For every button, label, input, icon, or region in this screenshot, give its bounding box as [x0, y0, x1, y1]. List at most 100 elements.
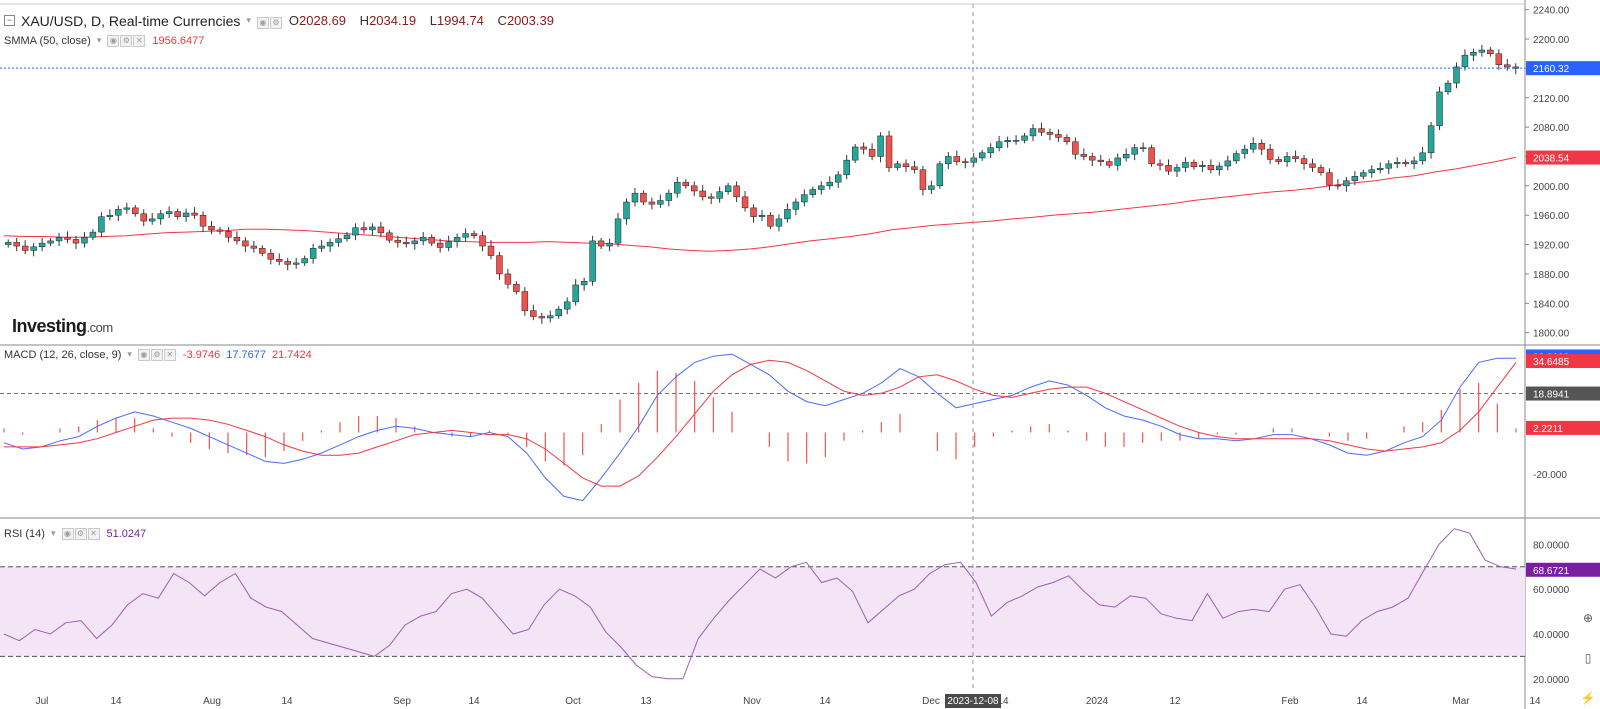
- book-icon[interactable]: ▯: [1584, 651, 1592, 665]
- price-axis-label: 1880.00: [1533, 270, 1570, 281]
- macd-value-label: 2.2211: [1533, 424, 1563, 435]
- candle-body: [335, 238, 342, 243]
- symbol-title[interactable]: XAU/USD, D, Real-time Currencies: [21, 12, 241, 29]
- x-axis-label: Dec: [922, 696, 940, 707]
- candle-body: [377, 226, 385, 234]
- candle-body: [301, 258, 308, 264]
- macd-value-tag: [1526, 386, 1600, 401]
- candle-body: [47, 240, 54, 244]
- candle-body: [851, 146, 859, 161]
- candle-body: [1114, 157, 1121, 166]
- candle-body: [1504, 64, 1511, 68]
- candle-body: [72, 239, 80, 244]
- gear-icon[interactable]: ⚙: [150, 349, 163, 361]
- candle-body: [970, 157, 977, 163]
- candle-body: [809, 189, 817, 195]
- candle-body: [987, 147, 994, 154]
- candle-body: [1089, 156, 1096, 161]
- close-icon[interactable]: ✕: [133, 35, 146, 47]
- candle-body: [1012, 140, 1020, 142]
- open-label: O: [288, 13, 300, 28]
- eye-icon[interactable]: ◉: [107, 35, 120, 47]
- rsi-value-label: 68.6721: [1533, 566, 1570, 577]
- x-axis-label: Nov: [743, 696, 761, 707]
- rsi-value: 51.0247: [106, 527, 147, 540]
- candle-body: [521, 291, 529, 311]
- x-axis-label: 12: [1169, 696, 1181, 707]
- macd-label[interactable]: MACD (12, 26, close, 9): [4, 348, 122, 361]
- candle-body: [614, 218, 622, 244]
- collapse-icon[interactable]: −: [4, 15, 15, 26]
- chevron-down-icon[interactable]: ▾: [50, 528, 56, 538]
- close-icon[interactable]: ✕: [163, 349, 176, 361]
- candle-body: [1410, 160, 1418, 165]
- candle-body: [81, 236, 88, 244]
- high-label: H: [359, 13, 370, 28]
- gear-icon[interactable]: ⚙: [74, 528, 87, 540]
- candle-body: [1250, 143, 1257, 150]
- candle-body: [21, 245, 29, 251]
- candle-body: [1377, 167, 1384, 170]
- x-axis-label: Oct: [565, 696, 581, 707]
- rsi-axis-label: 60.0000: [1533, 585, 1570, 596]
- smma-label[interactable]: SMMA (50, close): [4, 34, 91, 47]
- x-axis-label: 13: [640, 696, 652, 707]
- candle-body: [30, 246, 37, 251]
- candle-body: [1436, 91, 1443, 126]
- candle-body: [1470, 51, 1477, 56]
- x-axis-label: Aug: [203, 696, 221, 707]
- eye-icon[interactable]: ◉: [256, 17, 269, 29]
- gear-icon[interactable]: ⚙: [120, 35, 133, 47]
- x-axis-label: Sep: [393, 696, 411, 707]
- candle-body: [1156, 163, 1164, 166]
- smma-value: 1956.6477: [152, 34, 205, 47]
- candle-body: [1046, 132, 1054, 135]
- candle-body: [919, 169, 927, 190]
- x-axis-label: 14: [110, 696, 122, 707]
- candle-body: [132, 207, 139, 214]
- eye-icon[interactable]: ◉: [137, 349, 150, 361]
- macd-axis-label: -20.000: [1533, 470, 1567, 481]
- candle-body: [868, 148, 876, 157]
- candle-body: [1038, 128, 1045, 133]
- candle-body: [1029, 128, 1037, 137]
- candle-body: [563, 301, 571, 310]
- gear-icon[interactable]: ⚙: [269, 17, 282, 29]
- candle-body: [691, 185, 698, 192]
- candle-body: [792, 201, 800, 210]
- smma-price-tag: [1526, 150, 1600, 165]
- candle-body: [1190, 162, 1198, 168]
- candle-body: [928, 185, 935, 190]
- chevron-down-icon[interactable]: ▾: [96, 35, 102, 45]
- candle-body: [707, 196, 715, 199]
- candle-body: [233, 236, 241, 242]
- candle-body: [1360, 172, 1367, 177]
- candle-body: [148, 218, 156, 222]
- x-axis-label: Feb: [1281, 696, 1299, 707]
- zoom-icon[interactable]: ⊕: [1582, 611, 1594, 625]
- close-label: C: [497, 13, 507, 28]
- candle-body: [1224, 160, 1232, 167]
- eye-icon[interactable]: ◉: [61, 528, 74, 540]
- close-icon[interactable]: ✕: [87, 528, 100, 540]
- chevron-down-icon[interactable]: ▾: [246, 15, 251, 25]
- chevron-down-icon[interactable]: ▾: [127, 349, 132, 359]
- plugin-icon[interactable]: ⚡: [1580, 691, 1596, 705]
- candle-body: [911, 166, 918, 170]
- macd-line: [3, 353, 1516, 502]
- candle-body: [38, 242, 46, 248]
- candle-body: [750, 207, 757, 217]
- candle-body: [716, 191, 723, 199]
- rsi-label[interactable]: RSI (14): [4, 527, 45, 540]
- candle-body: [292, 262, 300, 265]
- candle-body: [1216, 165, 1223, 170]
- current-price-tag: [1526, 61, 1600, 76]
- candle-body: [1139, 147, 1147, 149]
- candle-body: [428, 236, 435, 244]
- candle-body: [775, 218, 783, 227]
- candle-body: [276, 259, 283, 262]
- close-value: 2003.39: [506, 13, 554, 28]
- candle-body: [1021, 135, 1028, 141]
- candle-body: [436, 242, 444, 248]
